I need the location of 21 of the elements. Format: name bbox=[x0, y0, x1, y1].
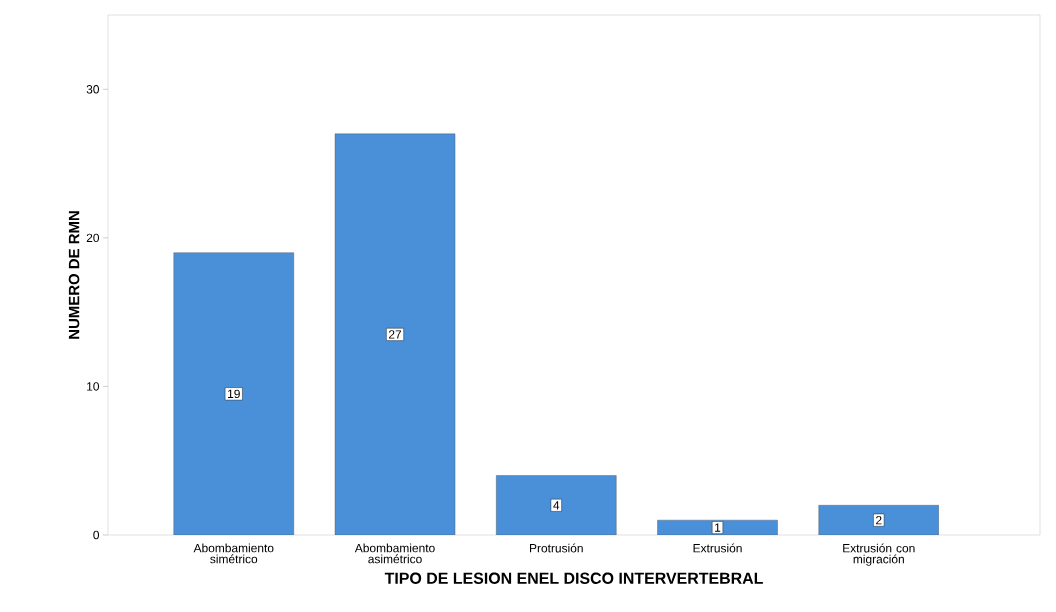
bar bbox=[657, 519, 778, 535]
bar bbox=[335, 133, 456, 535]
x-tick-label: Protrusión bbox=[530, 543, 583, 553]
data-label: 19 bbox=[228, 389, 240, 399]
data-label: 1 bbox=[715, 523, 721, 532]
x-tick-label: Abombamiento asimétrico bbox=[354, 543, 435, 564]
bar bbox=[496, 475, 617, 535]
x-tick-label: Extrusión con migración bbox=[843, 543, 915, 566]
data-label: 2 bbox=[876, 515, 882, 525]
y-axis-title: NUMERO DE RMN bbox=[68, 211, 80, 339]
data-label: 4 bbox=[553, 501, 560, 510]
y-tick-label: 0 bbox=[93, 530, 100, 540]
bar bbox=[818, 505, 939, 535]
bar bbox=[173, 252, 294, 535]
x-tick-label: Extrusión bbox=[693, 543, 742, 553]
x-axis-title: TIPO DE LESION ENEL DISCO INTERVERTEBRAL bbox=[384, 572, 763, 584]
x-tick-label: Abombamiento simétrico bbox=[193, 543, 274, 564]
data-label: 27 bbox=[388, 330, 402, 339]
y-tick-label: 20 bbox=[86, 233, 100, 243]
y-tick-label: 10 bbox=[87, 382, 100, 391]
y-tick-label: 30 bbox=[86, 85, 100, 94]
